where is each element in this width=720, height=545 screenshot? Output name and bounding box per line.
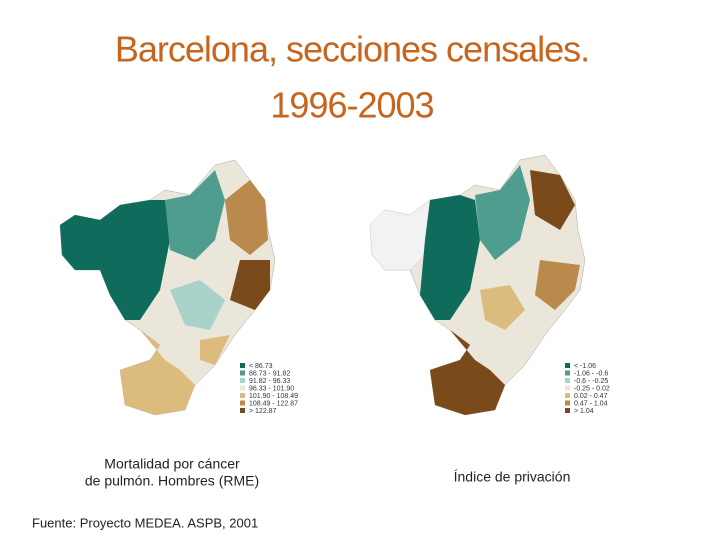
- caption: de pulmón. Hombres (RME): [85, 473, 259, 489]
- legend-swatch: [565, 370, 570, 376]
- caption: Índice de privación: [454, 469, 571, 485]
- legend-label: 91.82 - 96.33: [249, 378, 290, 385]
- legend-label: 0.02 - 0.47: [574, 393, 608, 400]
- legend-swatch: [240, 363, 245, 368]
- legend-label: > 1.04: [574, 408, 594, 415]
- legend-label: < -1.06: [574, 363, 596, 370]
- legend-label: 86.73 - 91.82: [249, 370, 290, 377]
- legend-label: 0.47 - 1.04: [574, 400, 608, 407]
- legend-label: > 122.87: [249, 408, 277, 415]
- legend-label: 108.49 - 122.87: [249, 400, 298, 407]
- title: 1996-2003: [270, 85, 433, 126]
- legend-swatch: [240, 385, 245, 391]
- legend-swatch: [240, 370, 245, 376]
- legend-label: 101.90 - 108.49: [249, 393, 298, 400]
- title: Barcelona, secciones censales.: [115, 29, 589, 70]
- map-right: [369, 154, 586, 416]
- map-left: [59, 159, 276, 416]
- legend-swatch: [240, 408, 245, 413]
- legend-swatch: [565, 393, 570, 398]
- legend-swatch: [565, 378, 570, 383]
- legend-swatch: [240, 378, 245, 383]
- legend-swatch: [240, 400, 245, 406]
- legend-swatch: [565, 408, 570, 413]
- legend-swatch: [565, 400, 570, 406]
- legend-label: 96.33 - 101.90: [249, 385, 294, 392]
- legend-label: -1.06 - -0.6: [574, 370, 608, 377]
- legend-label: -0.6 - -0.25: [574, 378, 608, 385]
- legend-label: -0.25 - 0.02: [574, 385, 610, 392]
- caption: Mortalidad por cáncer: [104, 456, 240, 472]
- legend-swatch: [565, 385, 570, 391]
- legend-swatch: [240, 393, 245, 398]
- source: Fuente: Proyecto MEDEA. ASPB, 2001: [32, 515, 258, 530]
- legend-swatch: [565, 363, 570, 368]
- legend-label: < 86.73: [249, 363, 273, 370]
